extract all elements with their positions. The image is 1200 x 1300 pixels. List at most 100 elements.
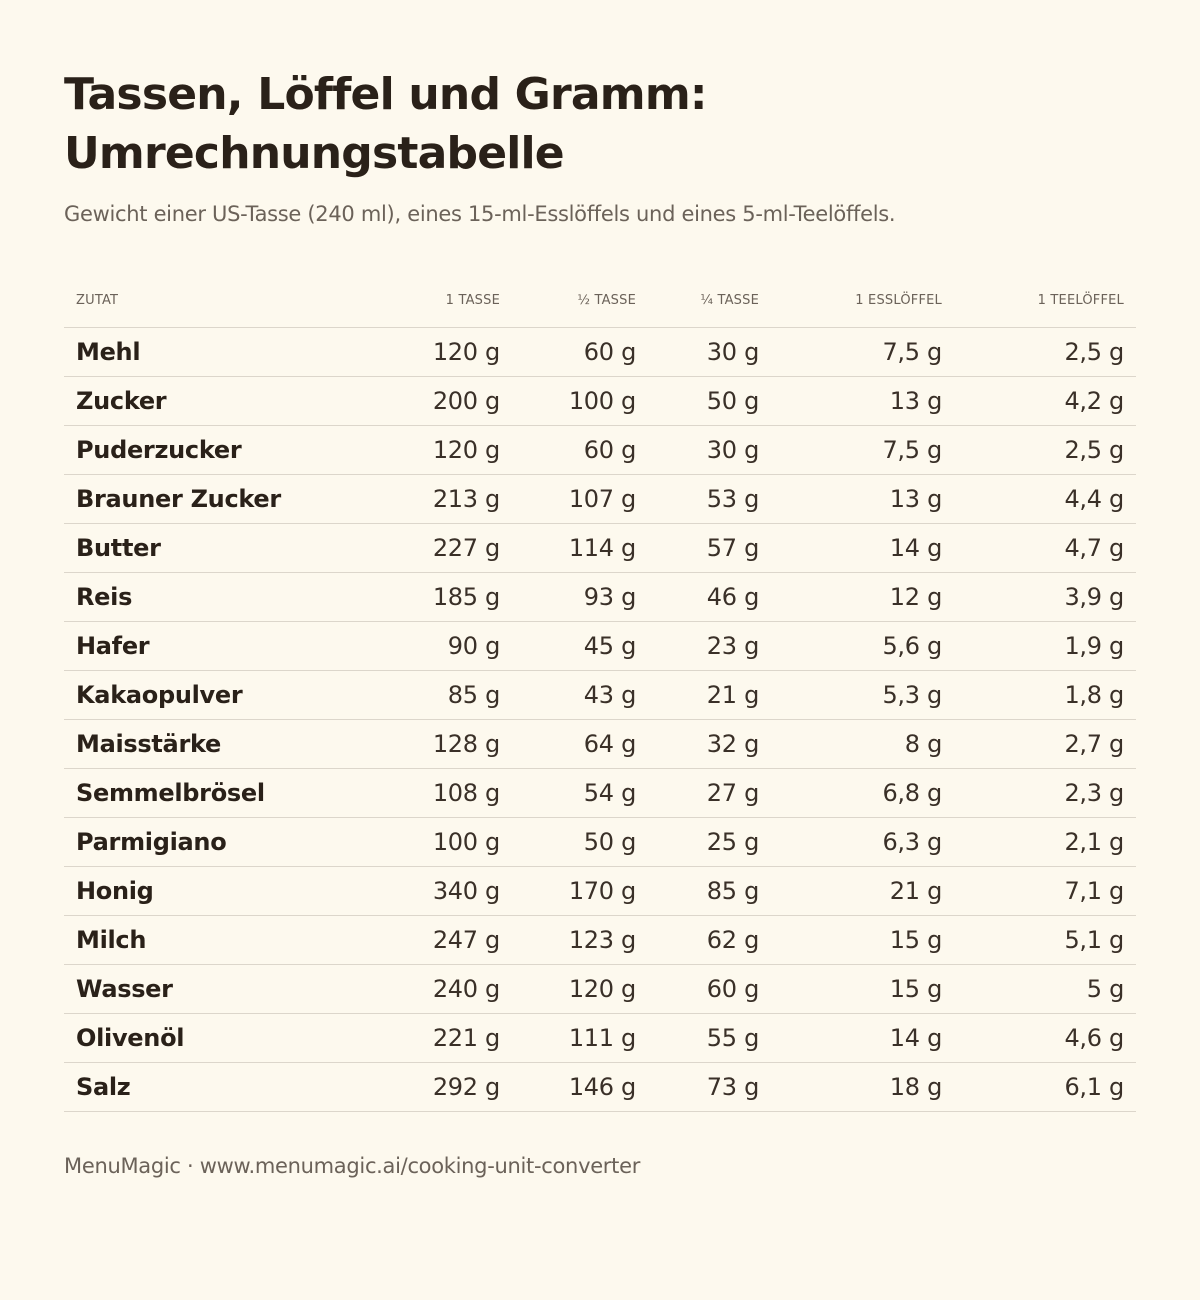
column-header-1-cup: 1 Tasse — [336, 277, 500, 328]
ingredient-name: Parmigiano — [64, 817, 336, 867]
table-row: Kakaopulver 85 g 43 g 21 g 5,3 g 1,8 g — [64, 670, 1136, 720]
value-tablespoon: 18 g — [759, 1062, 942, 1112]
table-row: Mehl 120 g 60 g 30 g 7,5 g 2,5 g — [64, 327, 1136, 377]
value-teaspoon: 2,3 g — [942, 768, 1136, 818]
value-quarter-cup: 46 g — [636, 572, 759, 622]
value-teaspoon: 4,6 g — [942, 1013, 1136, 1063]
ingredient-name: Semmelbrösel — [64, 768, 336, 818]
ingredient-name: Milch — [64, 915, 336, 965]
value-teaspoon: 5 g — [942, 964, 1136, 1014]
ingredient-name: Brauner Zucker — [64, 474, 336, 524]
source-footer: MenuMagic · www.menumagic.ai/cooking-uni… — [64, 1153, 641, 1178]
value-tablespoon: 7,5 g — [759, 425, 942, 475]
value-tablespoon: 7,5 g — [759, 327, 942, 377]
value-tablespoon: 13 g — [759, 376, 942, 426]
ingredient-name: Salz — [64, 1062, 336, 1112]
value-half-cup: 93 g — [500, 572, 636, 622]
value-quarter-cup: 32 g — [636, 719, 759, 769]
ingredient-name: Honig — [64, 866, 336, 916]
column-header-half-cup: ½ Tasse — [500, 277, 636, 328]
value-quarter-cup: 23 g — [636, 621, 759, 671]
value-tablespoon: 14 g — [759, 523, 942, 573]
value-half-cup: 60 g — [500, 425, 636, 475]
value-tablespoon: 6,3 g — [759, 817, 942, 867]
value-tablespoon: 5,3 g — [759, 670, 942, 720]
value-teaspoon: 4,4 g — [942, 474, 1136, 524]
value-teaspoon: 1,9 g — [942, 621, 1136, 671]
ingredient-name: Olivenöl — [64, 1013, 336, 1063]
value-tablespoon: 13 g — [759, 474, 942, 524]
table-row: Brauner Zucker 213 g 107 g 53 g 13 g 4,4 g — [64, 474, 1136, 524]
value-teaspoon: 3,9 g — [942, 572, 1136, 622]
column-header-ingredient: Zutat — [64, 277, 336, 328]
ingredient-name: Wasser — [64, 964, 336, 1014]
column-header-quarter-cup: ¼ Tasse — [636, 277, 759, 328]
value-quarter-cup: 60 g — [636, 964, 759, 1014]
value-half-cup: 111 g — [500, 1013, 636, 1063]
table-header: Zutat 1 Tasse ½ Tasse ¼ Tasse 1 Esslöffe… — [64, 277, 1136, 328]
value-teaspoon: 6,1 g — [942, 1062, 1136, 1112]
value-teaspoon: 2,5 g — [942, 327, 1136, 377]
value-half-cup: 50 g — [500, 817, 636, 867]
value-half-cup: 114 g — [500, 523, 636, 573]
table-row: Zucker 200 g 100 g 50 g 13 g 4,2 g — [64, 376, 1136, 426]
value-1-cup: 120 g — [336, 425, 500, 475]
value-half-cup: 60 g — [500, 327, 636, 377]
value-teaspoon: 2,7 g — [942, 719, 1136, 769]
value-tablespoon: 5,6 g — [759, 621, 942, 671]
value-1-cup: 213 g — [336, 474, 500, 524]
ingredient-name: Mehl — [64, 327, 336, 377]
value-half-cup: 120 g — [500, 964, 636, 1014]
table-row: Hafer 90 g 45 g 23 g 5,6 g 1,9 g — [64, 621, 1136, 671]
value-quarter-cup: 55 g — [636, 1013, 759, 1063]
value-1-cup: 292 g — [336, 1062, 500, 1112]
title-line-2: Umrechnungstabelle — [64, 128, 565, 179]
value-tablespoon: 21 g — [759, 866, 942, 916]
table-row: Milch 247 g 123 g 62 g 15 g 5,1 g — [64, 915, 1136, 965]
value-half-cup: 123 g — [500, 915, 636, 965]
ingredient-name: Maisstärke — [64, 719, 336, 769]
value-teaspoon: 5,1 g — [942, 915, 1136, 965]
value-1-cup: 120 g — [336, 327, 500, 377]
value-tablespoon: 12 g — [759, 572, 942, 622]
value-half-cup: 146 g — [500, 1062, 636, 1112]
value-half-cup: 100 g — [500, 376, 636, 426]
value-tablespoon: 14 g — [759, 1013, 942, 1063]
table-row: Butter 227 g 114 g 57 g 14 g 4,7 g — [64, 523, 1136, 573]
value-half-cup: 170 g — [500, 866, 636, 916]
table-row: Reis 185 g 93 g 46 g 12 g 3,9 g — [64, 572, 1136, 622]
value-1-cup: 221 g — [336, 1013, 500, 1063]
value-tablespoon: 6,8 g — [759, 768, 942, 818]
value-quarter-cup: 85 g — [636, 866, 759, 916]
ingredient-name: Kakaopulver — [64, 670, 336, 720]
table-header-row: Zutat 1 Tasse ½ Tasse ¼ Tasse 1 Esslöffe… — [64, 277, 1136, 328]
table-row: Honig 340 g 170 g 85 g 21 g 7,1 g — [64, 866, 1136, 916]
column-header-teaspoon: 1 Teelöffel — [942, 277, 1136, 328]
value-tablespoon: 15 g — [759, 915, 942, 965]
value-1-cup: 247 g — [336, 915, 500, 965]
value-1-cup: 100 g — [336, 817, 500, 867]
page-subtitle: Gewicht einer US-Tasse (240 ml), eines 1… — [64, 202, 896, 226]
value-1-cup: 90 g — [336, 621, 500, 671]
value-quarter-cup: 30 g — [636, 327, 759, 377]
value-teaspoon: 4,7 g — [942, 523, 1136, 573]
value-quarter-cup: 62 g — [636, 915, 759, 965]
value-tablespoon: 15 g — [759, 964, 942, 1014]
value-half-cup: 45 g — [500, 621, 636, 671]
value-quarter-cup: 50 g — [636, 376, 759, 426]
value-teaspoon: 4,2 g — [942, 376, 1136, 426]
value-quarter-cup: 53 g — [636, 474, 759, 524]
value-teaspoon: 1,8 g — [942, 670, 1136, 720]
value-1-cup: 227 g — [336, 523, 500, 573]
value-1-cup: 340 g — [336, 866, 500, 916]
title-line-1: Tassen, Löffel und Gramm: — [64, 69, 707, 120]
value-quarter-cup: 25 g — [636, 817, 759, 867]
ingredient-name: Butter — [64, 523, 336, 573]
value-quarter-cup: 21 g — [636, 670, 759, 720]
table-row: Puderzucker 120 g 60 g 30 g 7,5 g 2,5 g — [64, 425, 1136, 475]
value-1-cup: 128 g — [336, 719, 500, 769]
ingredient-name: Puderzucker — [64, 425, 336, 475]
value-quarter-cup: 73 g — [636, 1062, 759, 1112]
